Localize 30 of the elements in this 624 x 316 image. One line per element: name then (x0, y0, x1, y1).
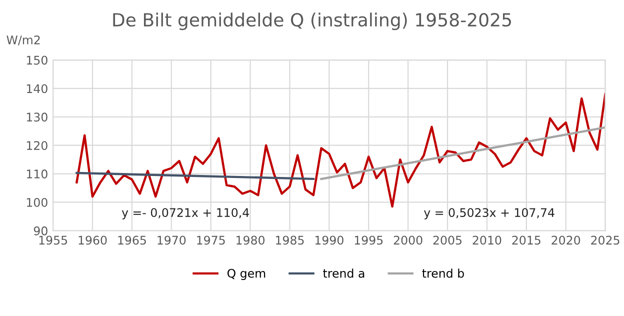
x-tick-label: 1970 (158, 236, 186, 245)
y-tick-label: 130 (26, 112, 48, 122)
legend-label: Q gem (227, 268, 266, 280)
x-tick-label: 1965 (118, 236, 146, 245)
annotation: y = 0,5023x + 107,74 (424, 208, 554, 220)
y-tick-label: 150 (26, 56, 48, 65)
x-tick-label: 1990 (315, 236, 344, 245)
chart-title: De Bilt gemiddelde Q (instraling) 1958-2025 (113, 12, 511, 30)
x-tick-label: 1995 (354, 236, 383, 245)
x-tick-label: 1960 (78, 236, 107, 245)
x-tick-label: 1955 (39, 236, 68, 245)
legend-label: trend b (422, 268, 464, 278)
y-axis-title: W/m2 (6, 35, 40, 46)
y-tick-label: 90 (34, 226, 48, 236)
y-tick-label: 140 (26, 84, 48, 94)
legend-label: trend a (323, 268, 364, 278)
x-tick-label: 2005 (433, 236, 462, 245)
x-tick-label: 2020 (552, 236, 580, 245)
x-tick-label: 2000 (394, 236, 422, 245)
x-tick-label: 2015 (512, 236, 540, 245)
annotation: y =- 0,0721x + 110,4 (122, 208, 249, 220)
x-tick-label: 1985 (276, 236, 304, 245)
x-tick-label: 1980 (236, 236, 265, 245)
y-tick-label: 120 (26, 141, 48, 150)
x-tick-label: 1975 (197, 236, 225, 245)
x-tick-label: 2025 (591, 236, 620, 245)
line-series (76, 93, 606, 208)
y-tick-label: 110 (26, 170, 48, 178)
x-tick-label: 2010 (472, 236, 502, 245)
y-tick-label: 100 (26, 198, 48, 207)
